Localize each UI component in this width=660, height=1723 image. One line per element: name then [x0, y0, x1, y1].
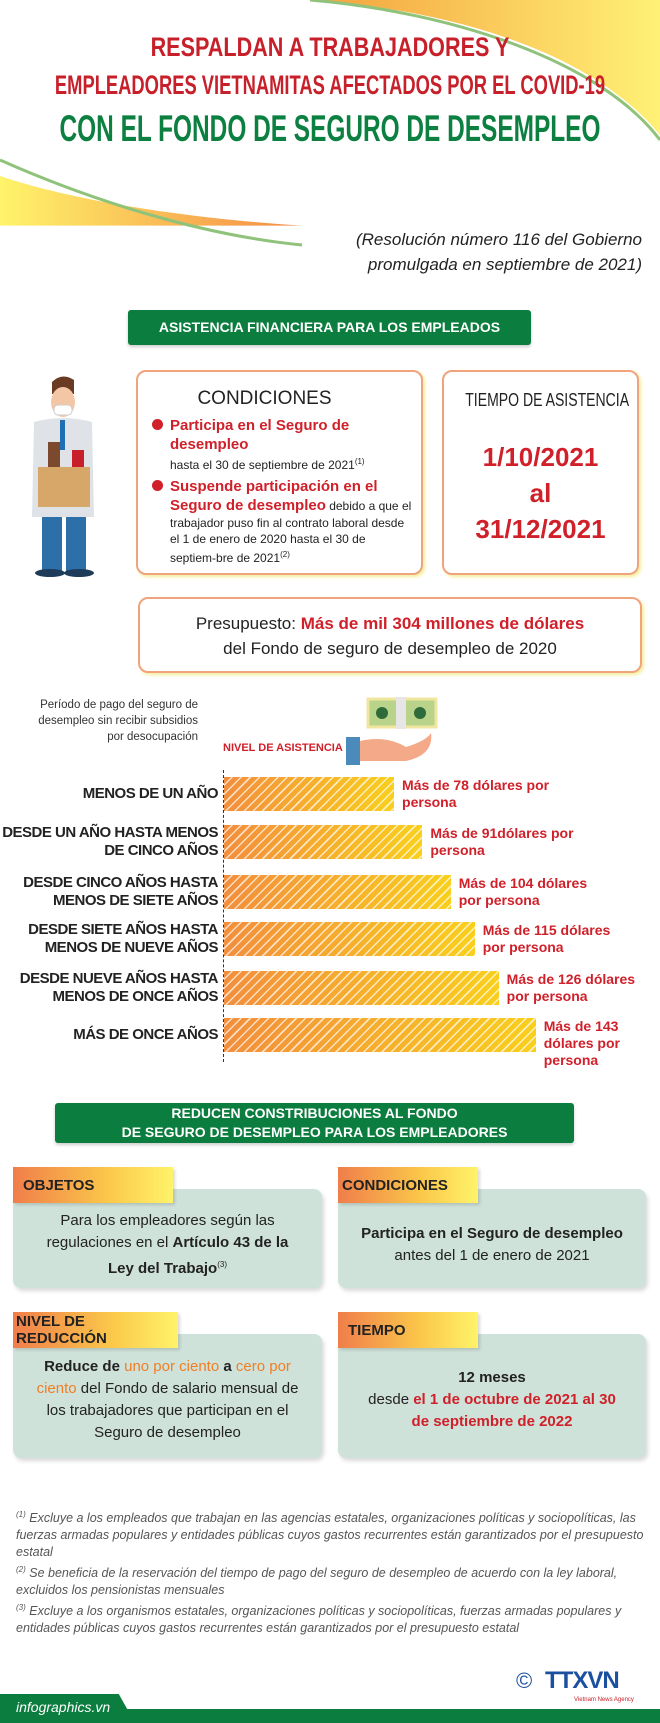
footer-bar	[0, 1709, 660, 1723]
footnote-mark: (1)	[16, 1510, 26, 1519]
bar	[224, 825, 423, 859]
footnote-ref: (2)	[280, 550, 290, 559]
tiempo-range: el 1 de octubre de 2021 al 30 de septiem…	[411, 1391, 616, 1430]
copyright-icon: ©	[516, 1668, 533, 1693]
objetos-card: Para los empleadores según las regulacio…	[13, 1189, 322, 1288]
tiempo-tab: TIEMPO	[338, 1312, 478, 1348]
footnote-1: (1) Excluye a los empleados que trabajan…	[16, 1506, 646, 1561]
nivel-text-2: a	[219, 1358, 236, 1375]
condition-item-1-bold: Participa en el Seguro de desempleo	[170, 417, 350, 453]
banner-line-1: REDUCEN CONSTRIBUCIONES AL FONDO	[171, 1105, 458, 1121]
title-line-2: EMPLEADORES VIETNAMITAS AFECTADOS POR EL…	[54, 70, 606, 100]
condition-item-1-text: hasta el 30 de septiembre de 2021	[170, 458, 355, 472]
condition-item-2-bold: Suspende participación en el Seguro de d…	[170, 478, 378, 514]
footnote-ref: (1)	[354, 457, 365, 466]
assistance-time-title: TIEMPO DE ASISTENCIA	[465, 390, 630, 410]
chart-title: Período de pago del seguro de desempleo …	[38, 699, 198, 743]
bar-category-label: DESDE UN AÑO HASTA MENOS DE CINCO AÑOS	[2, 824, 218, 859]
footer-tab	[0, 1694, 135, 1723]
nivel-text-3: del Fondo de salario mensual de los trab…	[46, 1380, 299, 1441]
nivel-text-1: Reduce de	[44, 1358, 125, 1375]
bar-value-label: Más de 143 dólares por persona	[543, 1018, 620, 1068]
bar	[224, 875, 451, 909]
money-hand-icon	[346, 697, 438, 765]
tiempo-text: desde	[368, 1391, 414, 1408]
bar-category-label: MÁS DE ONCE AÑOS	[73, 1026, 218, 1043]
bar-value-label: Más de 78 dólares por persona	[402, 777, 550, 810]
footnote-ref: (3)	[217, 1259, 227, 1269]
objetos-text: Para los empleadores según las regulacio…	[46, 1211, 275, 1251]
conditions-box: CONDICIONES Participa en el Seguro de de…	[136, 370, 423, 575]
bullet-icon	[152, 419, 163, 430]
condiciones-text: antes del 1 de enero de 2021	[394, 1246, 590, 1264]
bullet-icon	[152, 480, 163, 491]
subtitle-line-2: promulgada en septiembre de 2021)	[367, 255, 642, 274]
section-banner-financial-assistance: ASISTENCIA FINANCIERA PARA LOS EMPLEADOS	[128, 310, 531, 345]
footer-site[interactable]: infographics.vn	[16, 1699, 111, 1715]
bar-value-label: Más de 126 dólares por persona	[506, 971, 636, 1004]
banner-line-2: DE SEGURO DE DESEMPLEO PARA LOS EMPLEADO…	[121, 1124, 508, 1140]
worker-illustration	[32, 376, 94, 577]
ttxvn-logo: TTXVN	[545, 1667, 620, 1694]
bar	[224, 971, 499, 1005]
title-line-3: CON EL FONDO DE SEGURO DE DESEMPLEO	[59, 108, 601, 149]
nivel-card: Reduce de uno por ciento a cero por cien…	[13, 1334, 322, 1458]
budget-label: Presupuesto:	[195, 614, 301, 633]
nivel-from: uno por ciento	[124, 1358, 220, 1375]
nivel-to: cero por ciento	[36, 1358, 291, 1397]
conditions-title: CONDICIONES	[197, 388, 332, 409]
footnote-text: Se beneficia de la reservación del tiemp…	[16, 1566, 618, 1598]
footnote-text: Excluye a los organismos estatales, orga…	[16, 1604, 622, 1636]
condition-item-2-text: debido a que el trabajador puso fin al c…	[170, 499, 412, 565]
bar-category-label: DESDE CINCO AÑOS HASTA MENOS DE SIETE AÑ…	[23, 874, 218, 909]
condiciones-bold: Participa en el Seguro de desempleo	[361, 1224, 623, 1242]
footnote-text: Excluye a los empleados que trabajan en …	[16, 1511, 644, 1560]
bar-category-label: DESDE SIETE AÑOS HASTA MENOS DE NUEVE AÑ…	[28, 921, 218, 956]
footnote-mark: (2)	[16, 1565, 26, 1575]
budget-source: del Fondo de seguro de desempleo de 2020	[223, 639, 557, 658]
assistance-time-box: TIEMPO DE ASISTENCIA 1/10/2021 al 31/12/…	[442, 370, 639, 575]
bar-value-label: Más de 115 dólares por persona	[482, 922, 611, 955]
bar	[224, 1018, 536, 1052]
condition-item-1: Participa en el Seguro de desempleo hast…	[152, 416, 413, 473]
bar-value-label: Más de 104 dólares por persona	[458, 875, 588, 908]
chart-axis	[223, 770, 224, 1062]
subtitle-line-1: (Resolución número 116 del Gobierno	[355, 230, 642, 249]
budget-box: Presupuesto: Más de mil 304 millones de …	[138, 597, 642, 673]
subtitle: (Resolución número 116 del Gobierno prom…	[356, 227, 642, 277]
condition-item-2: Suspende participación en el Seguro de d…	[152, 477, 413, 566]
budget-amount: Más de mil 304 millones de dólares	[300, 614, 585, 633]
assistance-time-connector: al	[529, 478, 552, 508]
condiciones-card: Participa en el Seguro de desempleo ante…	[338, 1189, 646, 1288]
ttxvn-logo-sub: Vietnam News Agency	[574, 1697, 634, 1703]
bar-category-label: MENOS DE UN AÑO	[82, 785, 219, 802]
objetos-bold: Artículo 43 de la Ley del Trabajo	[108, 1233, 289, 1277]
tiempo-card: 12 meses desde el 1 de octubre de 2021 al…	[338, 1334, 646, 1458]
bar-value-label: Más de 91dólares por persona	[430, 825, 574, 858]
decorative-swoosh	[0, 0, 660, 247]
section-banner-reduce-contributions: REDUCEN CONSTRIBUCIONES AL FONDO DE SEGU…	[55, 1103, 574, 1143]
bar-category-label: DESDE NUEVE AÑOS HASTA MENOS DE ONCE AÑO…	[19, 970, 219, 1005]
title-line-1: RESPALDAN A TRABAJADORES Y	[150, 32, 510, 62]
footnote-mark: (3)	[16, 1603, 26, 1613]
bar	[224, 922, 475, 956]
assistance-time-to: 31/12/2021	[475, 514, 606, 544]
tiempo-duration: 12 meses	[458, 1369, 526, 1386]
bar	[224, 777, 395, 811]
footnotes: (1) Excluye a los empleados que trabajan…	[16, 1506, 646, 1637]
condiciones-tab: CONDICIONES	[338, 1167, 478, 1203]
objetos-tab: OBJETOS	[13, 1167, 173, 1203]
assistance-time-from: 1/10/2021	[482, 442, 599, 472]
nivel-tab: NIVEL DE REDUCCIÓN	[13, 1312, 178, 1348]
footnote-3: (3) Excluye a los organismos estatales, …	[16, 1599, 646, 1637]
footnote-2: (2) Se beneficia de la reservación del t…	[16, 1561, 646, 1599]
chart-value-label: NIVEL DE ASISTENCIA	[223, 742, 343, 754]
